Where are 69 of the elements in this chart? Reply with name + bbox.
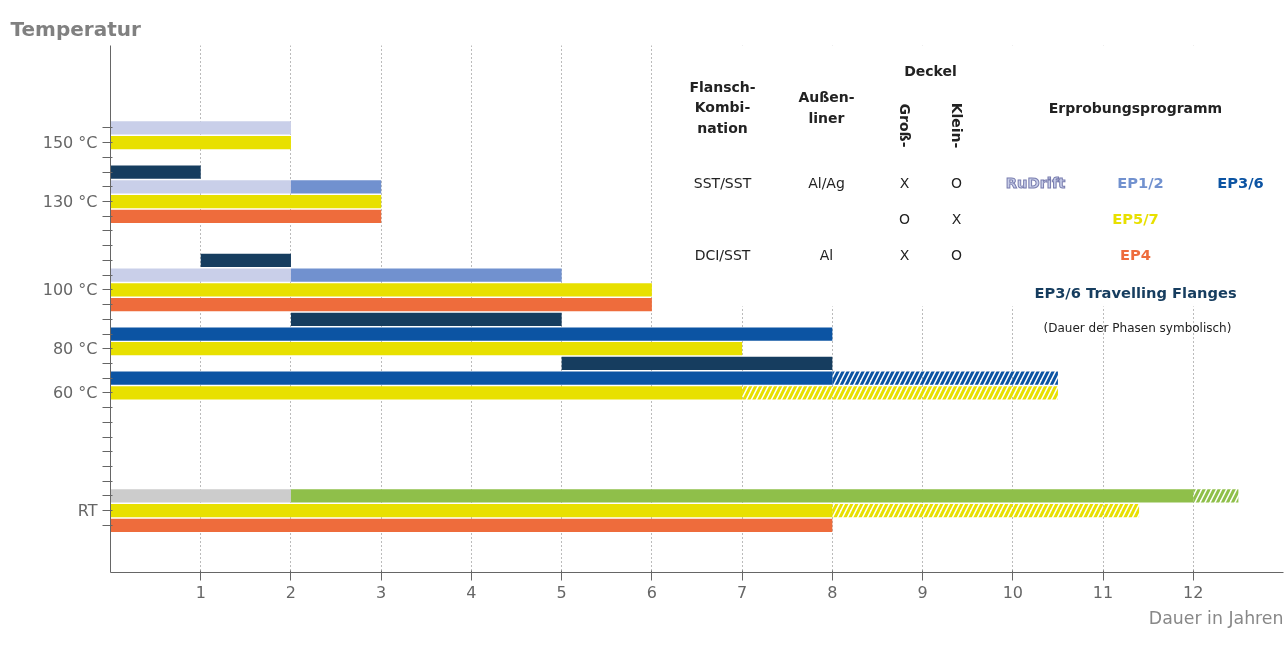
- bar: [1193, 489, 1239, 503]
- bar: [110, 209, 382, 223]
- text: RuDrift: [1005, 174, 1066, 191]
- x-tick-label: 5: [556, 582, 567, 602]
- y-tick-label: 150 °C: [42, 133, 98, 153]
- text: Deckel: [904, 62, 957, 79]
- text: EP5/7: [1112, 210, 1159, 227]
- bar: [110, 297, 652, 312]
- bar: [110, 489, 291, 503]
- annotation: O: [950, 174, 963, 191]
- text: Erprobungsprogramm: [1048, 99, 1223, 116]
- annotation: Al/Ag: [808, 174, 845, 191]
- x-tick-label: 8: [827, 582, 838, 602]
- annotation: X: [899, 246, 910, 263]
- annotation: X: [951, 210, 962, 227]
- bar: [110, 165, 201, 179]
- x-tick-label: 6: [646, 582, 657, 602]
- text: EP3/6: [1217, 174, 1264, 191]
- text: EP3/6 Travelling Flanges: [1034, 284, 1237, 301]
- bar: [110, 371, 833, 385]
- x-tick-label: 10: [1002, 582, 1023, 602]
- bar: [110, 504, 833, 518]
- annotation: Groß-: [896, 103, 913, 148]
- bar: [110, 121, 291, 135]
- bar: [110, 283, 652, 297]
- annotation: Klein-: [948, 102, 965, 149]
- x-tick-label: 7: [737, 582, 748, 602]
- bar: [110, 327, 833, 341]
- y-tick-label: 60 °C: [52, 383, 98, 403]
- bar: [110, 194, 382, 209]
- annotation: X: [899, 174, 910, 191]
- bar: [110, 518, 833, 533]
- x-axis-title: Dauer in Jahren: [1148, 607, 1284, 628]
- annotation: O: [950, 246, 963, 263]
- y-tick-label: RT: [77, 501, 98, 521]
- annotation: Flansch- Kombi- nation: [689, 78, 756, 137]
- bar: [200, 253, 291, 268]
- bar: [110, 180, 291, 194]
- bar: [290, 312, 562, 326]
- x-tick-label: 9: [917, 582, 928, 602]
- y-tick-label: 80 °C: [52, 339, 98, 359]
- x-tick-label: 2: [285, 582, 297, 602]
- bar: [832, 371, 1058, 385]
- bar: [290, 268, 562, 282]
- bar: [290, 180, 382, 194]
- x-tick-label: 1: [195, 582, 206, 602]
- bar: [110, 386, 743, 400]
- bar: [832, 504, 1140, 518]
- annotation: Al: [819, 246, 834, 263]
- bar: [742, 386, 1058, 400]
- text: EP4: [1120, 246, 1151, 263]
- annotation: (Dauer der Phasen symbolisch): [1043, 320, 1232, 335]
- y-axis-title: Temperatur: [10, 16, 141, 41]
- x-tick-label: 4: [466, 582, 477, 602]
- annotation: Außen- liner: [798, 89, 855, 126]
- annotation: DCI/SST: [694, 246, 751, 263]
- bar: [110, 342, 743, 356]
- annotation: SST/SST: [693, 174, 752, 191]
- bar: [561, 356, 833, 371]
- x-tick-label: 3: [376, 582, 387, 602]
- y-tick-label: 100 °C: [42, 280, 98, 300]
- annotation: O: [898, 210, 911, 227]
- text: EP1/2: [1117, 174, 1164, 191]
- x-tick-label: 11: [1092, 582, 1114, 602]
- bar: [290, 489, 1194, 503]
- bar: [110, 268, 291, 282]
- x-tick-label: 12: [1183, 582, 1204, 602]
- bar: [110, 136, 291, 150]
- y-tick-label: 130 °C: [42, 192, 98, 212]
